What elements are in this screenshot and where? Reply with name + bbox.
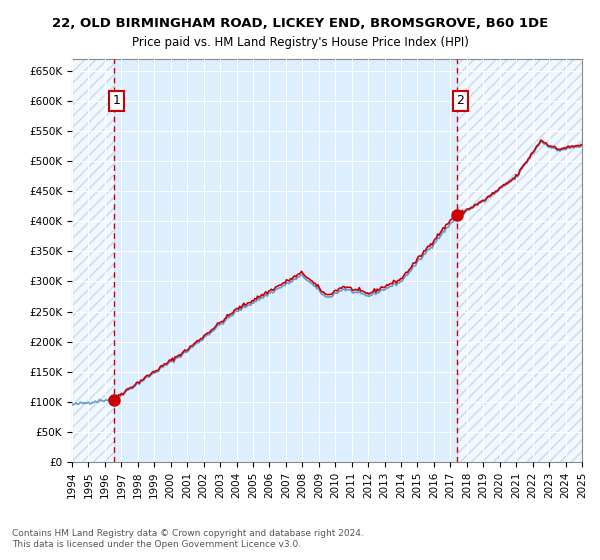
Text: 1: 1 [112, 95, 121, 108]
Polygon shape [457, 59, 582, 462]
Text: 22, OLD BIRMINGHAM ROAD, LICKEY END, BROMSGROVE, B60 1DE: 22, OLD BIRMINGHAM ROAD, LICKEY END, BRO… [52, 17, 548, 30]
Text: Contains HM Land Registry data © Crown copyright and database right 2024.
This d: Contains HM Land Registry data © Crown c… [12, 529, 364, 549]
Text: 2: 2 [457, 95, 464, 108]
Polygon shape [72, 59, 114, 462]
Text: Price paid vs. HM Land Registry's House Price Index (HPI): Price paid vs. HM Land Registry's House … [131, 36, 469, 49]
